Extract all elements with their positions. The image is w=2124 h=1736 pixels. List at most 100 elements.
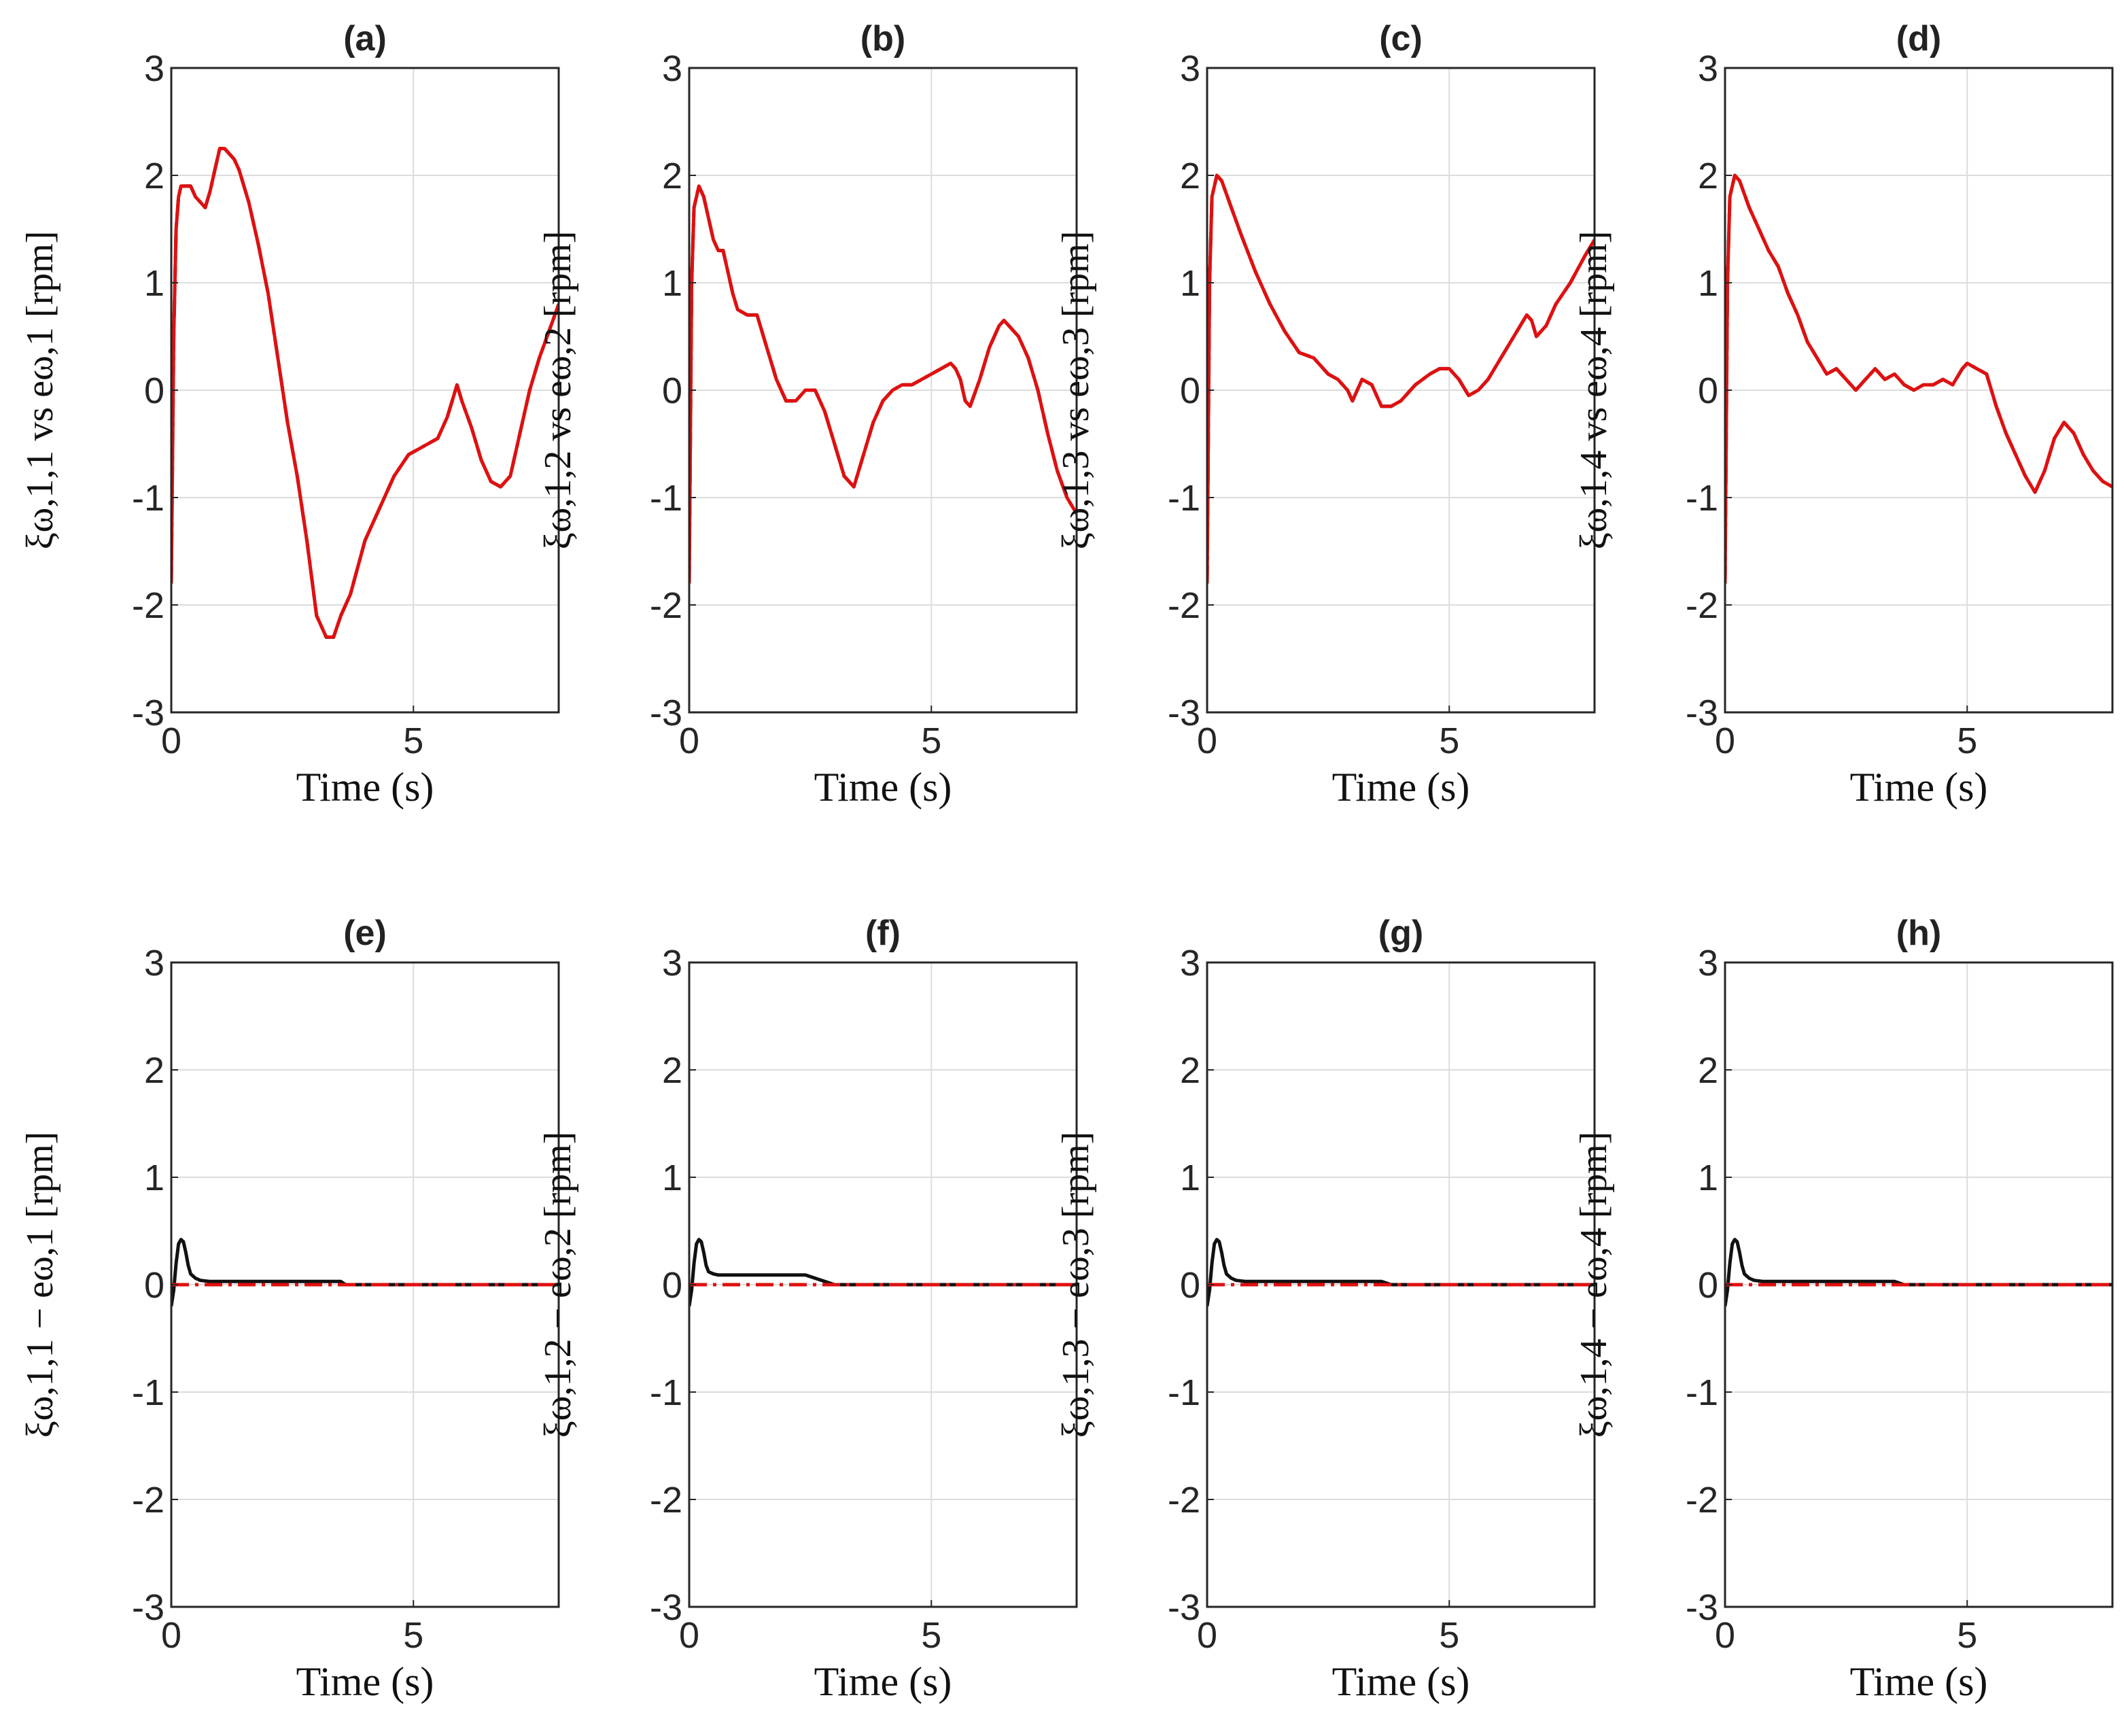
y-tick-label: 1 — [144, 1158, 164, 1198]
panel-f: -3 -2 -1 0 1 2 3 0 5 (f) Time (s) ξω,1,2 − eω,2 [rp… — [537, 914, 1078, 1704]
y-tick-label: -2 — [132, 585, 164, 626]
y-tick-label: -2 — [1686, 585, 1718, 626]
series-line — [1207, 173, 1595, 584]
panel-d: -3 -2 -1 0 1 2 3 0 5 (d) Time (s) ξω,1,4 vs eω,4 [r… — [1573, 19, 2114, 810]
y-tick-label: -2 — [1168, 585, 1200, 626]
x-tick-label: 0 — [1715, 721, 1735, 761]
y-tick-label: 1 — [1180, 263, 1200, 304]
series-line — [1207, 173, 1595, 584]
panel-c: -3 -2 -1 0 1 2 3 0 5 (c) Time (s) ξω,1,3 vs eω,3 [r… — [1055, 19, 1596, 810]
y-tick-label: -3 — [1168, 1587, 1200, 1628]
series-line — [1207, 1238, 1595, 1306]
y-tick-label: 1 — [662, 263, 682, 304]
y-tick-label: -3 — [132, 1587, 164, 1628]
y-tick-label: -3 — [1686, 1587, 1718, 1628]
y-tick-label: -3 — [132, 693, 164, 733]
series-line — [689, 1238, 1077, 1306]
y-axis-label: ξω,1,4 − eω,4 [rpm] — [1573, 1132, 1615, 1438]
y-tick-label: 0 — [1698, 1265, 1718, 1306]
y-tick-label: -1 — [1686, 478, 1718, 519]
y-tick-label: 1 — [1698, 263, 1718, 304]
y-axis-label: ξω,1,1 vs eω,1 [rpm] — [19, 231, 61, 550]
y-tick-label: 0 — [1180, 1265, 1200, 1306]
y-tick-label: 3 — [1698, 943, 1718, 984]
y-tick-label: 2 — [662, 1050, 682, 1091]
series-line — [171, 147, 559, 639]
panel-h: -3 -2 -1 0 1 2 3 0 5 (h) Time (s) ξω,1,4 − eω,4 [rp… — [1573, 914, 2114, 1704]
x-axis-label: Time (s) — [814, 765, 952, 810]
chart-title: (g) — [1378, 914, 1423, 953]
x-tick-label: 0 — [679, 1615, 699, 1656]
y-tick-label: -1 — [1168, 478, 1200, 519]
series-line — [1725, 1238, 2112, 1306]
y-tick-label: -1 — [132, 1372, 164, 1413]
y-tick-label: -2 — [132, 1480, 164, 1521]
chart-title: (e) — [343, 914, 387, 953]
y-axis-label: ξω,1,2 − eω,2 [rpm] — [537, 1132, 579, 1438]
y-tick-label: -3 — [650, 1587, 682, 1628]
y-tick-label: -3 — [1686, 693, 1718, 733]
x-axis-label: Time (s) — [1850, 765, 1988, 810]
series-line — [171, 147, 559, 639]
y-tick-label: 1 — [144, 263, 164, 304]
y-tick-label: 2 — [144, 1050, 164, 1091]
chart-title: (h) — [1896, 914, 1941, 953]
x-tick-label: 0 — [1197, 1615, 1217, 1656]
y-tick-label: 1 — [662, 1158, 682, 1198]
y-tick-label: 2 — [1180, 156, 1200, 196]
y-tick-label: 0 — [662, 1265, 682, 1306]
y-tick-label: 3 — [144, 48, 164, 89]
panel-g: -3 -2 -1 0 1 2 3 0 5 (g) Time (s) ξω,1,3 − eω,3 [rp… — [1055, 914, 1596, 1704]
series-line — [689, 184, 1077, 584]
panel-e: -3 -2 -1 0 1 2 3 0 5 (e) Time (s) ξω,1,1 − eω,1 [rp… — [19, 914, 560, 1704]
y-tick-label: 0 — [1180, 370, 1200, 411]
y-tick-label: -2 — [650, 585, 682, 626]
y-tick-label: 0 — [1698, 370, 1718, 411]
panel-a: -3 -2 -1 0 1 2 3 0 5 (a) Time (s) ξω,1,1 vs eω,1 [r… — [19, 19, 560, 810]
y-tick-label: 0 — [662, 370, 682, 411]
y-tick-label: 2 — [1698, 156, 1718, 196]
x-axis-label: Time (s) — [296, 765, 434, 810]
y-axis-label: ξω,1,3 − eω,3 [rpm] — [1055, 1132, 1097, 1438]
y-tick-label: 2 — [662, 156, 682, 196]
y-tick-label: -2 — [650, 1480, 682, 1521]
chart-title: (b) — [860, 19, 905, 58]
x-tick-label: 5 — [1957, 1615, 1977, 1656]
x-tick-label: 0 — [679, 721, 699, 761]
y-tick-label: 3 — [1180, 943, 1200, 984]
x-tick-label: 5 — [921, 721, 941, 761]
x-tick-label: 5 — [1439, 721, 1459, 761]
panel-b: -3 -2 -1 0 1 2 3 0 5 (b) Time (s) ξω,1,2 vs eω,2 [r… — [537, 19, 1078, 810]
y-tick-label: -1 — [1168, 1372, 1200, 1413]
x-axis-label: Time (s) — [1850, 1659, 1988, 1704]
x-tick-label: 0 — [1197, 721, 1217, 761]
y-axis-label: ξω,1,1 − eω,1 [rpm] — [19, 1132, 61, 1438]
y-tick-label: 0 — [144, 370, 164, 411]
x-tick-label: 5 — [1957, 721, 1977, 761]
x-tick-label: 0 — [1715, 1615, 1735, 1656]
chart-title: (a) — [343, 19, 387, 58]
y-tick-label: -2 — [1686, 1480, 1718, 1521]
y-tick-label: 3 — [662, 48, 682, 89]
y-tick-label: 2 — [144, 156, 164, 196]
y-tick-label: 1 — [1698, 1158, 1718, 1198]
x-tick-label: 5 — [403, 1615, 423, 1656]
y-tick-label: -3 — [650, 693, 682, 733]
y-tick-label: 1 — [1180, 1158, 1200, 1198]
y-axis-label: ξω,1,4 vs eω,4 [rpm] — [1573, 231, 1615, 550]
x-axis-label: Time (s) — [296, 1659, 434, 1704]
y-tick-label: 2 — [1698, 1050, 1718, 1091]
series-line — [1725, 173, 2112, 584]
y-tick-label: 3 — [144, 943, 164, 984]
x-tick-label: 5 — [403, 721, 423, 761]
x-axis-label: Time (s) — [1332, 765, 1470, 810]
y-tick-label: -2 — [1168, 1480, 1200, 1521]
y-tick-label: -1 — [132, 478, 164, 519]
x-tick-label: 0 — [161, 1615, 181, 1656]
y-axis-label: ξω,1,3 vs eω,3 [rpm] — [1055, 231, 1097, 550]
y-tick-label: 3 — [1180, 48, 1200, 89]
y-tick-label: -1 — [650, 478, 682, 519]
x-tick-label: 0 — [161, 721, 181, 761]
y-tick-label: 3 — [1698, 48, 1718, 89]
